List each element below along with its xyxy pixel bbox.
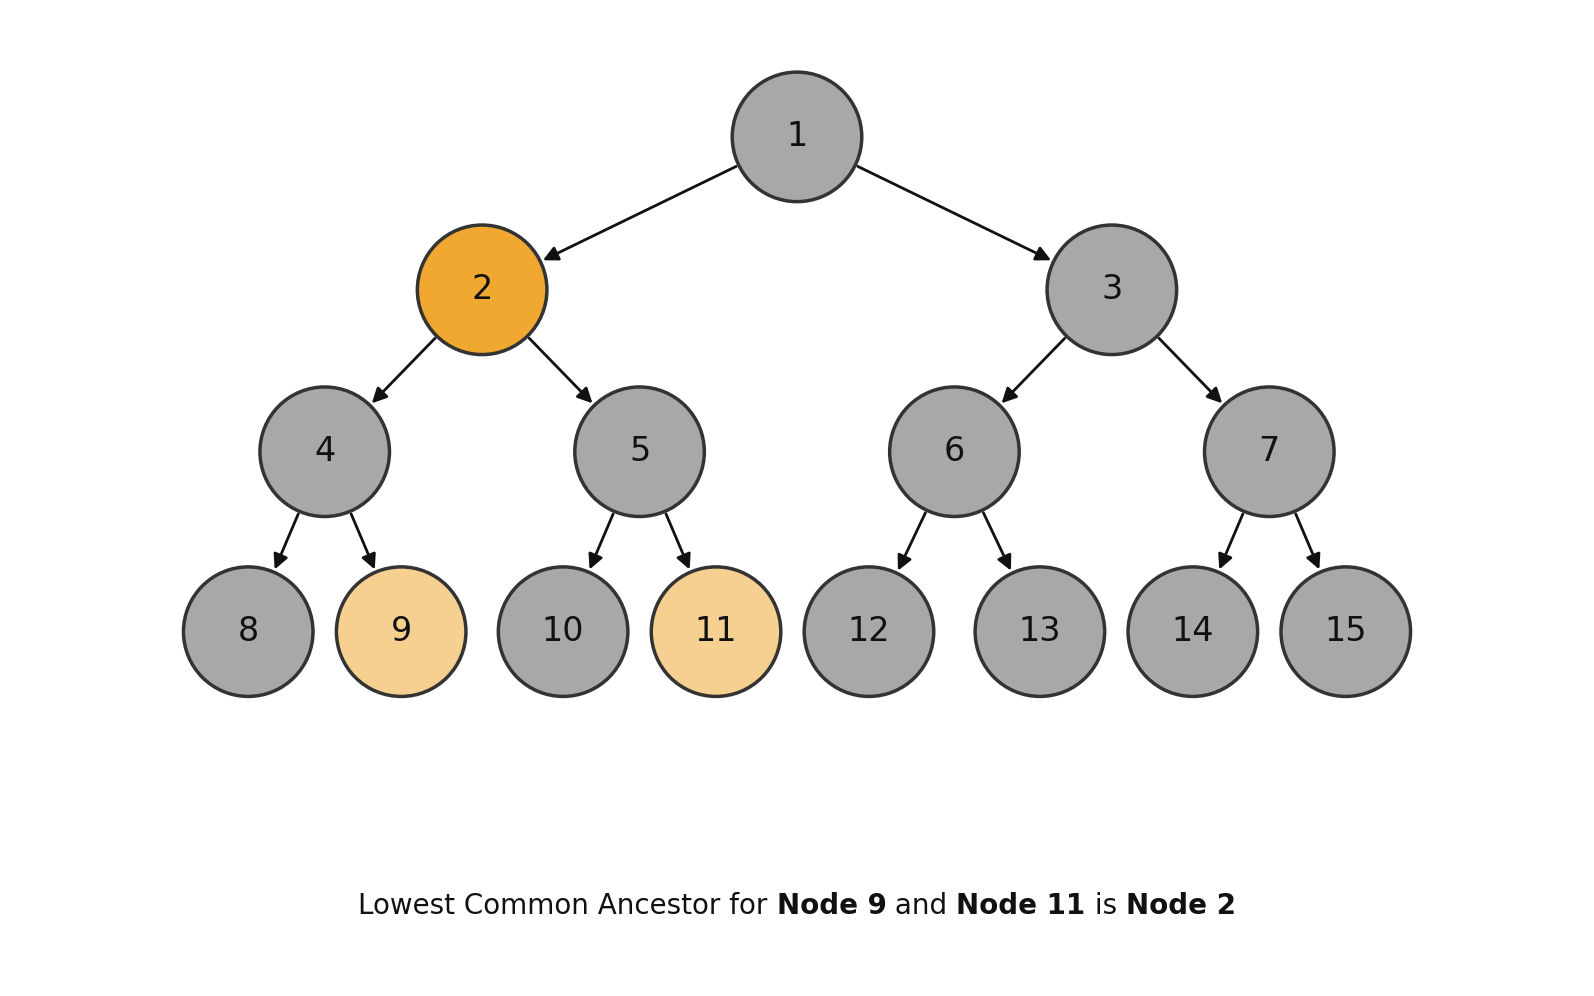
Circle shape [652,567,781,696]
Text: 5: 5 [630,435,650,468]
Circle shape [1129,567,1258,696]
Circle shape [260,387,389,517]
Text: 13: 13 [1019,616,1062,648]
Text: 8: 8 [238,616,258,648]
Text: 7: 7 [1259,435,1280,468]
Text: 2: 2 [472,273,493,307]
Circle shape [499,567,628,696]
Text: 1: 1 [786,121,808,153]
Circle shape [1282,567,1411,696]
Text: 10: 10 [542,616,585,648]
Circle shape [1205,387,1334,517]
Circle shape [1047,225,1176,355]
Circle shape [976,567,1105,696]
Circle shape [336,567,465,696]
Text: Node 11: Node 11 [956,892,1086,920]
Circle shape [418,225,547,355]
Text: Node 2: Node 2 [1125,892,1235,920]
Circle shape [805,567,934,696]
Text: 3: 3 [1101,273,1122,307]
Text: 12: 12 [848,616,891,648]
Text: 6: 6 [944,435,964,468]
Circle shape [732,72,862,201]
Text: 14: 14 [1172,616,1215,648]
Text: Lowest Common Ancestor for: Lowest Common Ancestor for [359,892,776,920]
Text: Node 9: Node 9 [776,892,886,920]
Text: 11: 11 [695,616,738,648]
Text: and: and [886,892,956,920]
Text: 9: 9 [391,616,411,648]
Circle shape [575,387,705,517]
Text: 4: 4 [314,435,335,468]
Circle shape [889,387,1019,517]
Text: 15: 15 [1325,616,1368,648]
Circle shape [183,567,312,696]
Text: is: is [1086,892,1125,920]
